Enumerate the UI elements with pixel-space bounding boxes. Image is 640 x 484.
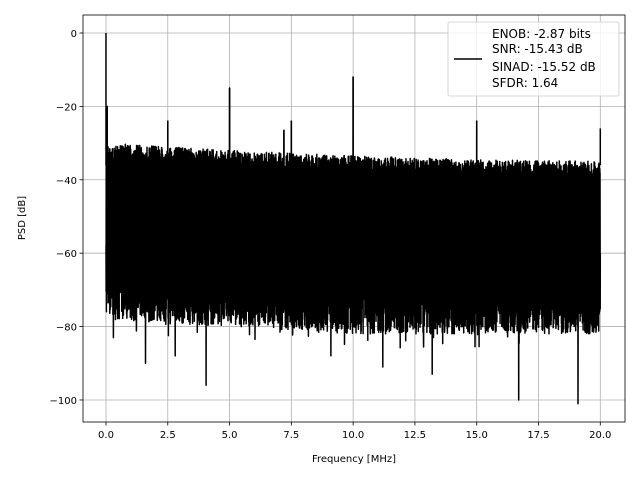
legend-box xyxy=(447,21,620,97)
x-tick-label: 7.5 xyxy=(283,430,299,441)
legend-sfdr: SFDR: 1.64 xyxy=(492,76,558,90)
legend-snr: SNR: -15.43 dB xyxy=(492,42,583,56)
psd-line xyxy=(105,76,602,405)
x-tick-label: 12.5 xyxy=(404,430,426,441)
x-tick-label: 5.0 xyxy=(222,430,238,441)
x-tick-label: 0.0 xyxy=(98,430,114,441)
legend-sinad: SINAD: -15.52 dB xyxy=(492,60,596,74)
psd-series-line xyxy=(105,32,602,405)
x-tick-label: 20.0 xyxy=(589,430,611,441)
y-axis-ticks: 0 −20 −40 −60 −80 −100 xyxy=(50,29,83,407)
x-tick-label: 10.0 xyxy=(342,430,364,441)
y-tick-label: 0 xyxy=(71,29,77,40)
x-axis-ticks: 0.0 2.5 5.0 7.5 10.0 12.5 15.0 17.5 20.0 xyxy=(98,422,611,441)
y-tick-label: −40 xyxy=(56,176,77,187)
plot-frame xyxy=(82,14,626,423)
y-axis-label: PSD [dB] xyxy=(17,196,28,240)
x-tick-label: 17.5 xyxy=(527,430,549,441)
y-tick-label: −60 xyxy=(56,249,77,260)
y-tick-label: −100 xyxy=(50,396,77,407)
legend-enob: ENOB: -2.87 bits xyxy=(492,27,591,41)
x-tick-label: 15.0 xyxy=(466,430,488,441)
x-axis-label: Frequency [MHz] xyxy=(312,454,396,465)
y-tick-label: −20 xyxy=(56,102,77,113)
x-tick-label: 2.5 xyxy=(160,430,176,441)
y-tick-label: −80 xyxy=(56,323,77,334)
legend: ENOB: -2.87 bits SNR: -15.43 dB SINAD: -… xyxy=(447,21,620,97)
